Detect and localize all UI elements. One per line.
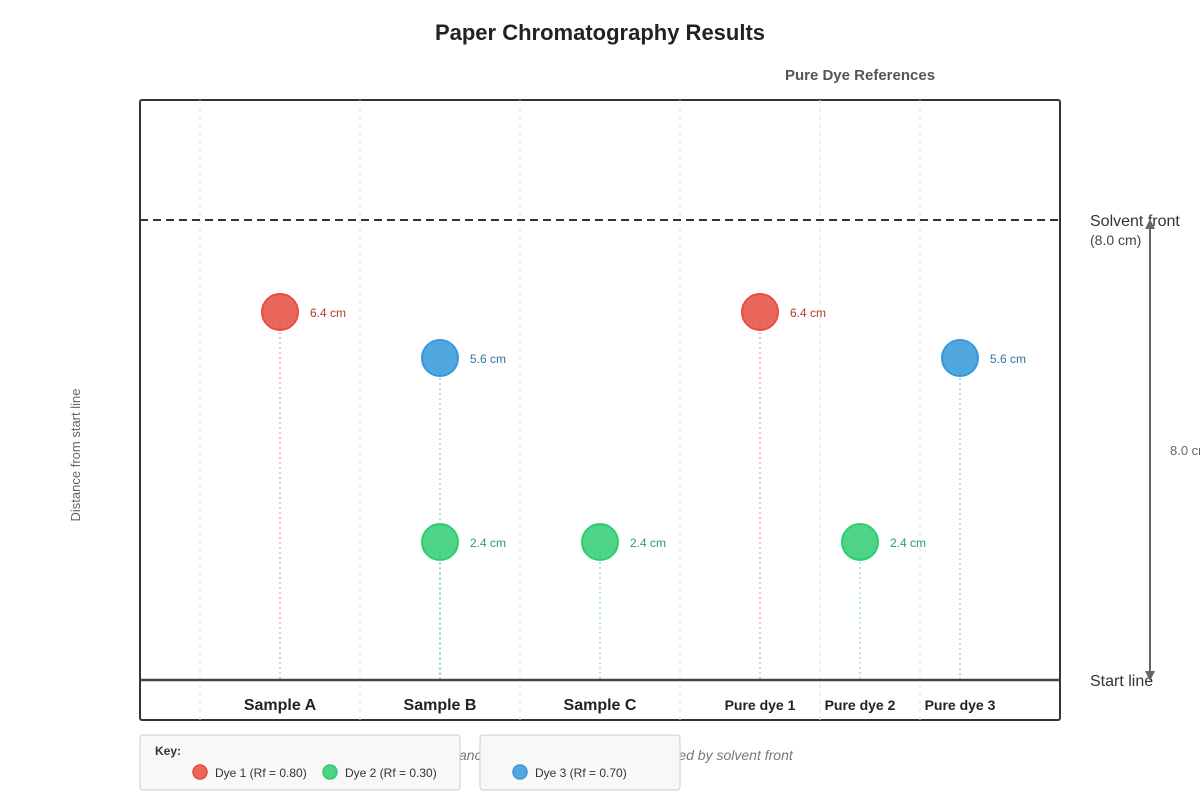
reference-group-title: Pure Dye References (785, 67, 935, 84)
legend-entry: Dye 1 (Rf = 0.80) (215, 766, 307, 780)
legend-title: Key: (155, 744, 181, 758)
legend-swatch (192, 764, 208, 780)
dye-spot-dye-2 (421, 523, 459, 561)
y-axis-label: Distance from start line (68, 389, 83, 522)
lane-label: Pure dye 3 (925, 697, 996, 713)
dye-spot-dye-3 (421, 339, 459, 377)
spot-distance-label: 5.6 cm (470, 352, 506, 366)
spot-distance-label: 2.4 cm (890, 536, 926, 550)
chart-title: Paper Chromatography Results (435, 20, 765, 45)
paper-frame (139, 99, 1061, 721)
lane-label: Sample A (244, 697, 317, 714)
dye-spot-dye-2 (581, 523, 619, 561)
lane-label: Pure dye 1 (725, 697, 796, 713)
legend-swatch (512, 764, 528, 780)
legend-entry: Dye 2 (Rf = 0.30) (345, 766, 437, 780)
solvent-front-value: (8.0 cm) (1090, 232, 1141, 248)
solvent-front-label: Solvent front (1090, 213, 1180, 230)
legend-entry: Dye 3 (Rf = 0.70) (535, 766, 627, 780)
start-line-label: Start line (1090, 673, 1153, 690)
lane-label: Sample B (404, 697, 477, 714)
legend-box-2 (479, 734, 681, 791)
lane-labels: Sample A Sample B Sample C Pure dye 1 Pure d… (244, 697, 996, 714)
spot-stems (279, 312, 961, 680)
dye-spot-dye-1 (741, 293, 779, 331)
spot-distance-label: 5.6 cm (990, 352, 1026, 366)
lane-label: Sample C (564, 697, 637, 714)
spot-distance-label: 6.4 cm (790, 306, 826, 320)
legend-swatch (322, 764, 338, 780)
dye-spot-dye-1 (261, 293, 299, 331)
dye-spot-dye-3 (941, 339, 979, 377)
total-distance-label: 8.0 cm (1170, 443, 1200, 458)
dye-spots: 6.4 cm 5.6 cm 2.4 cm 2.4 cm 6.4 cm 2.4 cm 5.6 … (261, 293, 1026, 561)
lane-label: Pure dye 2 (825, 697, 896, 713)
spot-distance-label: 2.4 cm (470, 536, 506, 550)
dye-spot-dye-2 (841, 523, 879, 561)
spot-distance-label: 6.4 cm (310, 306, 346, 320)
spot-distance-label: 2.4 cm (630, 536, 666, 550)
legend-box-1 (139, 734, 461, 791)
legend: Key: Dye 1 (Rf = 0.80) Dye 2 (Rf = 0.30) D… (139, 734, 681, 791)
